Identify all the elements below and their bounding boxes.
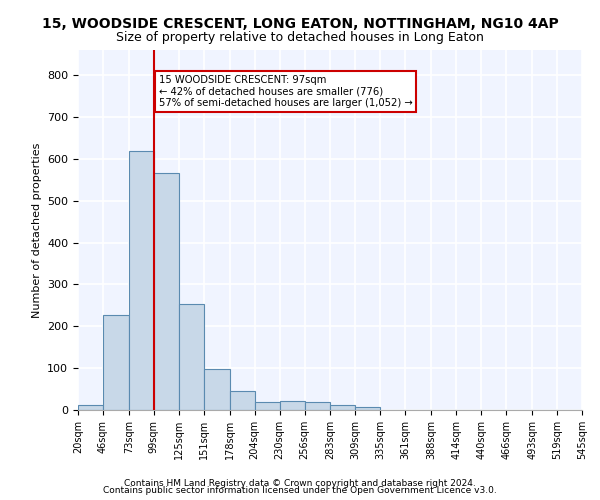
Bar	[154, 173, 179, 410]
Bar	[204, 370, 230, 410]
Bar	[78, 405, 103, 410]
Bar	[280, 401, 305, 410]
Bar	[305, 402, 331, 410]
Bar	[129, 151, 154, 410]
Text: Contains HM Land Registry data © Crown copyright and database right 2024.: Contains HM Land Registry data © Crown c…	[124, 478, 476, 488]
Y-axis label: Number of detached properties: Number of detached properties	[32, 142, 41, 318]
Text: 15 WOODSIDE CRESCENT: 97sqm
← 42% of detached houses are smaller (776)
57% of se: 15 WOODSIDE CRESCENT: 97sqm ← 42% of det…	[158, 75, 412, 108]
Text: 15, WOODSIDE CRESCENT, LONG EATON, NOTTINGHAM, NG10 4AP: 15, WOODSIDE CRESCENT, LONG EATON, NOTTI…	[41, 18, 559, 32]
Bar	[254, 402, 280, 410]
Bar	[355, 406, 380, 410]
Bar	[179, 304, 204, 410]
Bar	[103, 314, 129, 410]
Text: Size of property relative to detached houses in Long Eaton: Size of property relative to detached ho…	[116, 31, 484, 44]
Text: Contains public sector information licensed under the Open Government Licence v3: Contains public sector information licen…	[103, 486, 497, 495]
Bar	[230, 391, 254, 410]
Bar	[331, 405, 355, 410]
